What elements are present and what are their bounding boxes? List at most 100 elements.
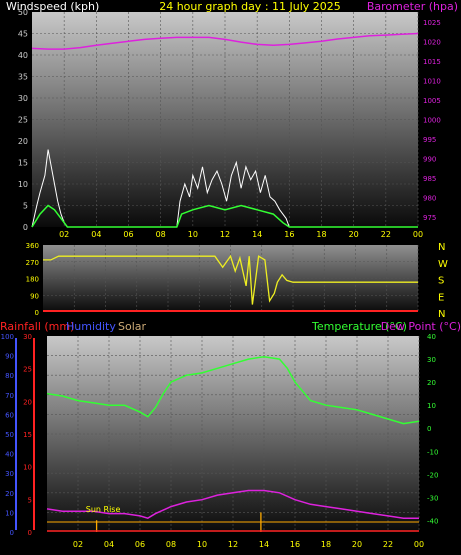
hour-tick-label: 08 — [166, 540, 176, 549]
humidity-tick-label: 90 — [5, 353, 14, 361]
barometer-tick-label: 1010 — [423, 77, 441, 85]
hour-tick-label: 14 — [259, 540, 269, 549]
humidity-tick-label: 0 — [10, 529, 14, 537]
hour-tick-label: 08 — [156, 230, 166, 239]
hour-tick-label: 22 — [381, 230, 391, 239]
hour-tick-label: 22 — [383, 540, 393, 549]
hour-tick-label: 16 — [284, 230, 294, 239]
hour-tick-label: 12 — [220, 230, 230, 239]
hour-tick-label: 10 — [188, 230, 198, 239]
temperature-tick-label: -40 — [427, 517, 438, 525]
wind-direction-series-line — [43, 254, 418, 305]
temperature-tick-label: 0 — [427, 425, 431, 433]
hour-tick-label: 06 — [135, 540, 145, 549]
hour-tick-label: 00 — [413, 230, 423, 239]
graph-title: 24 hour graph day : 11 July 2025 — [159, 0, 341, 13]
direction-tick-label: 90 — [30, 292, 39, 300]
hour-tick-label: 02 — [59, 230, 69, 239]
humidity-tick-label: 10 — [5, 509, 14, 517]
direction-tick-label: 360 — [26, 242, 39, 250]
windspeed-tick-label: 40 — [18, 51, 28, 60]
humidity-tick-label: 20 — [5, 490, 14, 498]
hour-tick-label: 20 — [352, 540, 362, 549]
compass-label: S — [438, 276, 444, 287]
temperature-tick-label: 20 — [427, 379, 436, 387]
hour-tick-label: 16 — [290, 540, 300, 549]
compass-label: E — [438, 292, 444, 303]
solar-header: Solar — [118, 320, 147, 333]
compass-label: N — [438, 309, 445, 320]
hour-tick-label: 18 — [316, 230, 326, 239]
rainfall-tick-label: 0 — [28, 529, 32, 537]
barometer-tick-label: 975 — [423, 214, 436, 222]
temperature-tick-label: -10 — [427, 448, 438, 456]
humidity-tick-label: 50 — [5, 431, 14, 439]
barometer-series-line — [31, 32, 419, 50]
windspeed-tick-label: 20 — [18, 137, 28, 146]
windspeed-tick-label: 45 — [18, 30, 28, 39]
hour-tick-label: 04 — [104, 540, 114, 549]
dewpoint-header: Dew Point (°C) — [381, 320, 461, 333]
hour-tick-label: 02 — [73, 540, 83, 549]
barometer-header: Barometer (hpa) — [367, 0, 458, 13]
barometer-tick-label: 995 — [423, 136, 436, 144]
direction-tick-label: 0 — [35, 309, 39, 317]
hour-tick-label: 00 — [414, 540, 424, 549]
hour-tick-label: 14 — [252, 230, 262, 239]
humidity-tick-label: 40 — [5, 451, 14, 459]
rainfall-tick-label: 15 — [23, 431, 32, 439]
rainfall-tick-label: 30 — [23, 333, 32, 341]
temperature-tick-label: 40 — [427, 333, 436, 341]
hour-tick-label: 12 — [228, 540, 238, 549]
rainfall-tick-label: 10 — [23, 464, 32, 472]
temperature-tick-label: -30 — [427, 494, 438, 502]
barometer-tick-label: 1015 — [423, 58, 441, 66]
humidity-tick-label: 100 — [1, 333, 14, 341]
compass-label: N — [438, 242, 445, 253]
rainfall-tick-label: 20 — [23, 398, 32, 406]
humidity-tick-label: 80 — [5, 372, 14, 380]
windspeed-tick-label: 0 — [23, 223, 28, 232]
humidity-tick-label: 70 — [5, 392, 14, 400]
barometer-tick-label: 980 — [423, 195, 436, 203]
windspeed-tick-label: 15 — [18, 159, 28, 168]
barometer-tick-label: 1025 — [423, 19, 441, 27]
windspeed-tick-label: 50 — [18, 8, 28, 17]
barometer-tick-label: 1005 — [423, 97, 441, 105]
hour-tick-label: 04 — [91, 230, 101, 239]
compass-label: W — [438, 259, 448, 270]
temperature-tick-label: 10 — [427, 402, 436, 410]
hour-tick-label: 10 — [197, 540, 207, 549]
humidity-header: Humidity — [66, 320, 116, 333]
temperature-header: Temperature (°C) — [311, 320, 407, 333]
humidity-tick-label: 30 — [5, 470, 14, 478]
barometer-tick-label: 985 — [423, 175, 436, 183]
windspeed-tick-label: 30 — [18, 94, 28, 103]
dewpoint-series-line — [46, 489, 419, 520]
windspeed-header: Windspeed (kph) — [6, 0, 99, 13]
windspeed-series-line — [31, 149, 418, 228]
rainfall-tick-label: 5 — [28, 496, 32, 504]
temperature-tick-label: -20 — [427, 471, 438, 479]
average-wind-series-line — [31, 204, 418, 228]
windspeed-tick-label: 35 — [18, 73, 28, 82]
barometer-tick-label: 1020 — [423, 38, 441, 46]
windspeed-tick-label: 5 — [23, 202, 28, 211]
rainfall-header: Rainfall (mm) — [0, 320, 74, 333]
temperature-series-line — [46, 356, 420, 425]
direction-tick-label: 270 — [26, 259, 39, 267]
hour-tick-label: 06 — [123, 230, 133, 239]
barometer-tick-label: 990 — [423, 156, 436, 164]
temperature-tick-label: 30 — [427, 356, 436, 364]
hour-tick-label: 20 — [349, 230, 359, 239]
sunrise-annotation: Sun Rise — [86, 505, 121, 514]
windspeed-tick-label: 10 — [18, 180, 28, 189]
barometer-tick-label: 1000 — [423, 117, 441, 125]
direction-tick-label: 180 — [26, 276, 39, 284]
windspeed-tick-label: 25 — [18, 116, 28, 125]
hour-tick-label: 18 — [321, 540, 331, 549]
humidity-tick-label: 60 — [5, 411, 14, 419]
rainfall-tick-label: 25 — [23, 366, 32, 374]
